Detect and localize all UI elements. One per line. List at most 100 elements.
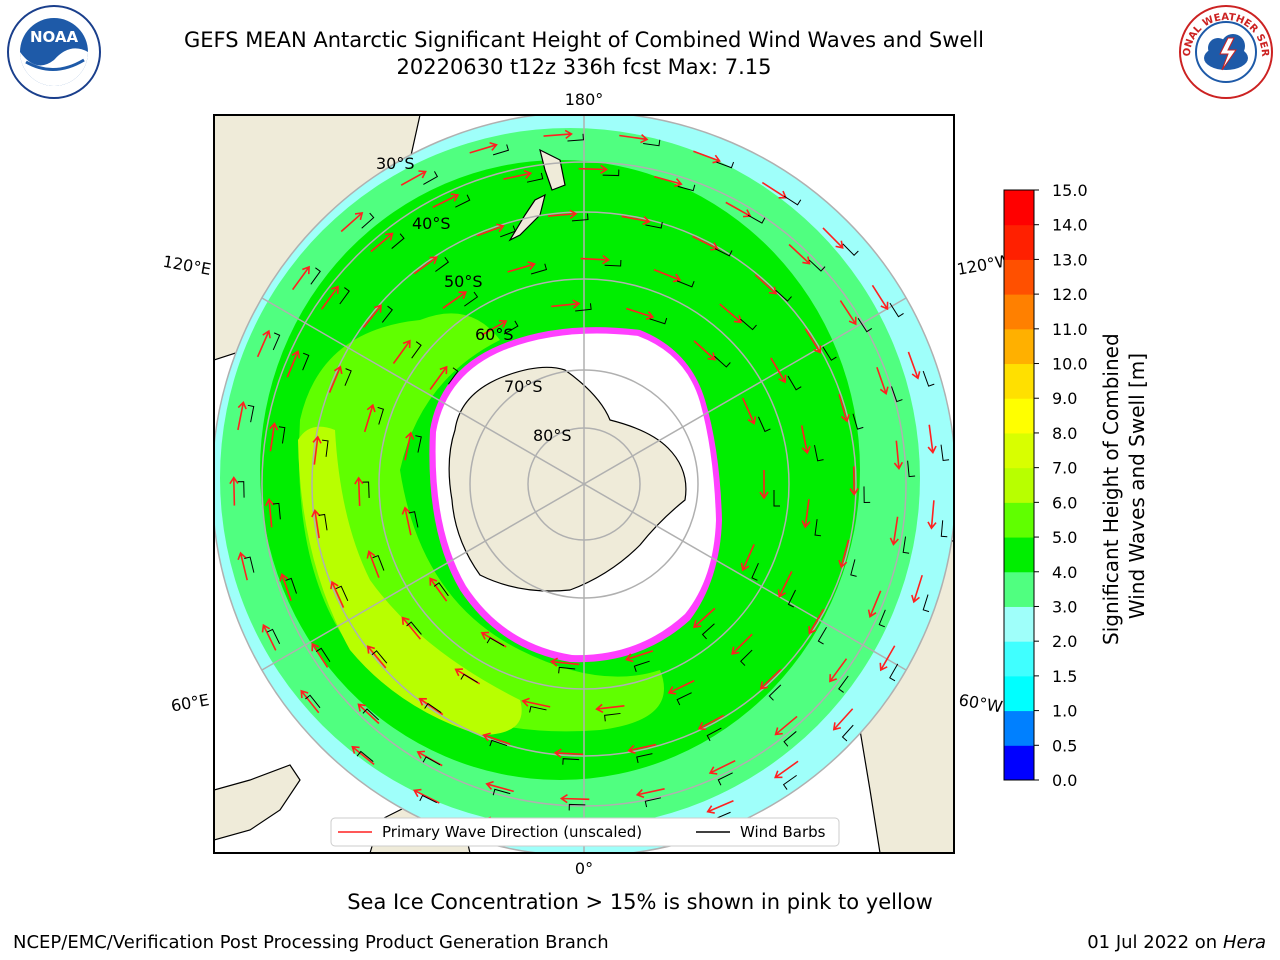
- wave-arrow: [312, 435, 322, 465]
- map-figure: 180° 0° 120°E 120°W 60°E 60°W 30°S 40°S …: [161, 90, 1149, 878]
- wind-barb: [526, 172, 544, 183]
- wave-arrow: [627, 743, 657, 754]
- wind-barb: [787, 589, 796, 608]
- wave-arrow: [578, 164, 609, 175]
- wind-barb: [768, 684, 782, 701]
- wave-arrow: [404, 431, 415, 461]
- wind-barb: [489, 739, 508, 747]
- wind-barb: [842, 243, 859, 256]
- wave-arrow: [822, 227, 844, 249]
- colorbar-segment: [1004, 641, 1034, 677]
- wind-barb: [503, 320, 519, 335]
- lat-label-80s: 80°S: [533, 426, 572, 445]
- colorbar-tick-label: 8.0: [1052, 424, 1077, 443]
- wave-arrow: [553, 748, 584, 758]
- wind-barb: [371, 650, 388, 664]
- wind-barb: [422, 756, 441, 766]
- wave-arrow: [429, 365, 448, 390]
- wave-arrow: [706, 800, 734, 814]
- wind-barb: [645, 222, 663, 229]
- wave-arrow: [907, 351, 921, 380]
- wave-arrow: [708, 759, 736, 775]
- wave-arrow: [838, 539, 850, 569]
- wind-barb: [714, 355, 731, 368]
- lat-label-40s: 40°S: [412, 214, 451, 233]
- wind-barb: [838, 675, 849, 693]
- wind-barb: [782, 774, 797, 790]
- wind-barb: [604, 259, 622, 267]
- nws-logo: NATIONAL WEATHER SERVICE: [1178, 4, 1273, 99]
- wave-arrow: [804, 328, 822, 354]
- wave-arrow: [800, 425, 811, 455]
- wave-arrow: [621, 215, 651, 226]
- colorbar-tick-label: 2.0: [1052, 632, 1077, 651]
- wind-barb: [372, 554, 385, 571]
- wind-barb: [863, 486, 871, 503]
- wind-barb: [714, 248, 733, 257]
- wave-arrow: [291, 265, 310, 291]
- wave-arrow: [311, 509, 321, 539]
- wave-arrow: [653, 268, 682, 283]
- colorbar-label: Significant Height of Combined Wind Wave…: [1099, 327, 1149, 645]
- wave-arrow: [237, 551, 248, 581]
- wave-arrow: [354, 476, 364, 506]
- wind-barb: [344, 368, 352, 386]
- wind-barb: [266, 628, 281, 645]
- wave-arrow: [543, 129, 573, 140]
- colorbar-segment: [1004, 537, 1034, 573]
- graticule: [214, 115, 954, 853]
- wind-barb: [822, 346, 837, 361]
- wave-arrow: [286, 349, 301, 378]
- wave-arrow: [432, 193, 460, 209]
- wave-arrow: [759, 470, 769, 500]
- wind-barb: [415, 435, 422, 453]
- wind-barb: [500, 225, 516, 238]
- wave-arrow: [400, 170, 427, 186]
- wave-arrow: [401, 616, 422, 640]
- wave-arrow: [330, 580, 345, 608]
- wind-barb: [558, 666, 576, 674]
- wave-arrow: [692, 607, 716, 629]
- wind-barb: [808, 259, 826, 272]
- noaa-logo-text: NOAA: [30, 28, 79, 46]
- wave-arrow: [521, 697, 551, 708]
- map-legend: Primary Wave Direction (unscaled) Wind B…: [330, 817, 840, 847]
- colorbar-tick-label: 14.0: [1052, 216, 1088, 235]
- wave-arrow: [340, 211, 364, 233]
- lon-label-180: 180°: [565, 90, 604, 109]
- wind-barb: [571, 213, 589, 222]
- wave-arrow: [692, 235, 719, 251]
- wave-arrow: [742, 397, 757, 425]
- wave-arrow: [469, 141, 498, 154]
- wave-arrow: [876, 366, 889, 396]
- colorbar-tick-label: 13.0: [1052, 250, 1088, 269]
- wind-barb: [272, 332, 281, 351]
- wave-arrow: [774, 715, 798, 736]
- wave-arrow: [808, 608, 825, 635]
- lon-label-60w: 60°W: [957, 690, 1004, 716]
- colorbar-segment: [1004, 259, 1034, 295]
- wind-barb: [486, 637, 505, 647]
- wind-barb: [706, 727, 722, 742]
- wind-barb: [460, 673, 478, 684]
- wind-barb: [604, 712, 621, 722]
- wave-arrow: [503, 169, 533, 180]
- wave-arrow: [442, 291, 467, 309]
- wind-barb: [841, 724, 854, 742]
- wind-barb: [633, 660, 650, 672]
- wind-barb: [717, 772, 733, 786]
- wind-barb: [783, 731, 797, 747]
- wind-barb: [922, 594, 930, 613]
- colorbar-tick-label: 6.0: [1052, 493, 1077, 512]
- colorbar-segment: [1004, 398, 1034, 434]
- land-antarctica: [448, 366, 687, 592]
- wave-arrow: [849, 466, 859, 496]
- wave-arrow: [624, 650, 654, 663]
- wind-barb: [773, 490, 780, 507]
- wave-arrow: [401, 506, 412, 536]
- colorbar-segment: [1004, 675, 1034, 712]
- wave-arrow: [871, 284, 889, 311]
- wind-barb: [740, 649, 753, 666]
- wave-arrow: [889, 516, 899, 546]
- wind-barb: [940, 444, 950, 462]
